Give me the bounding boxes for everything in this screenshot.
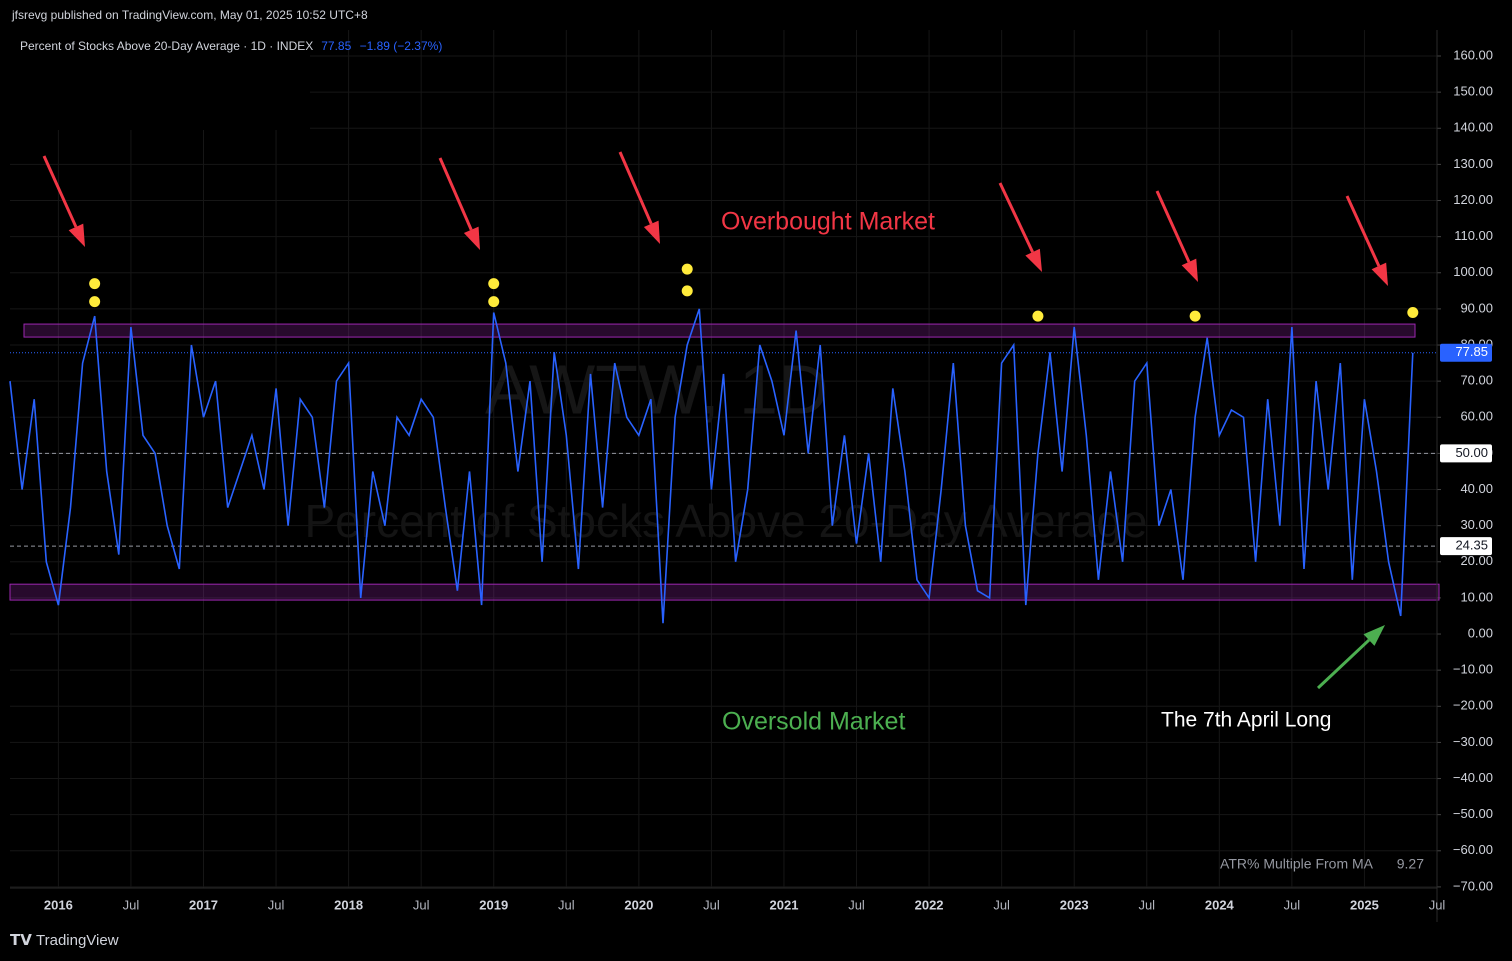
x-tick-label: 2022 <box>915 897 944 912</box>
arrow <box>42 155 78 228</box>
price-tag <box>1440 537 1492 556</box>
y-tick-label: −70.00 <box>1453 878 1493 893</box>
marker-dot <box>1189 310 1201 322</box>
annotation: Oversold Market <box>722 708 905 736</box>
x-tick-label: 2025 <box>1350 897 1379 912</box>
arrow <box>1345 195 1381 267</box>
brand-logo: 𝗧𝗩 <box>10 932 32 949</box>
overlay: 160.00 150.00 140.00 130.00 120.00 110.00 100.… <box>42 47 1493 912</box>
y-tick-label: −20.00 <box>1453 698 1493 713</box>
y-tick-label: 160.00 <box>1453 47 1493 62</box>
price-tag-label: 50.00 <box>1455 445 1488 460</box>
y-tick-label: 110.00 <box>1454 228 1493 243</box>
x-tick-label: 2018 <box>334 897 363 912</box>
legend-backdrop <box>10 30 310 130</box>
arrow <box>618 151 653 225</box>
annotation: The 7th April Long <box>1161 709 1331 732</box>
marker-dot <box>681 263 693 275</box>
legend-value: 77.85 <box>321 39 351 53</box>
marker-dot <box>89 296 101 308</box>
y-tick-label: 140.00 <box>1453 120 1493 135</box>
x-tick-label: Jul <box>703 897 720 912</box>
series-line <box>9 308 1414 624</box>
marker-dot <box>1032 310 1044 322</box>
footer <box>0 923 1512 961</box>
price-tag-label: 24.35 <box>1455 538 1488 553</box>
y-tick-label: 150.00 <box>1453 84 1493 99</box>
x-tick-label: Jul <box>1138 897 1155 912</box>
marker-dot <box>488 296 500 308</box>
x-tick-label: Jul <box>268 897 285 912</box>
y-tick-label: 100.00 <box>1453 264 1493 279</box>
price-tag <box>1440 444 1492 463</box>
price-tag <box>1440 343 1492 362</box>
arrow-head <box>1025 248 1042 272</box>
x-tick-label: Jul <box>848 897 865 912</box>
y-tick-label: 30.00 <box>1460 517 1493 532</box>
y-tick-label: 60.00 <box>1460 409 1493 424</box>
arrow-head <box>1181 258 1198 282</box>
y-tick-label: −50.00 <box>1453 806 1493 821</box>
price-tag-label: 77.85 <box>1455 344 1488 359</box>
indicator-value: 9.27 <box>1397 856 1424 872</box>
arrow-head <box>68 223 85 247</box>
y-tick-label: 20.00 <box>1460 553 1493 568</box>
x-tick-label: Jul <box>558 897 575 912</box>
arrow <box>1155 190 1191 263</box>
x-tick-label: 2021 <box>770 897 799 912</box>
y-tick-label: 90.00 <box>1460 300 1493 315</box>
marker-dot <box>488 278 500 290</box>
annotation: Overbought Market <box>721 208 935 236</box>
watermark: AWTW, 1D <box>485 350 829 428</box>
y-tick-label: −10.00 <box>1453 662 1493 677</box>
zone-band <box>23 323 1416 338</box>
legend-change: −1.89 (−2.37%) <box>360 39 443 53</box>
zone-band <box>9 583 1440 601</box>
arrow <box>438 157 473 231</box>
brand: TradingView <box>36 932 119 949</box>
arrow-head <box>643 220 660 244</box>
x-tick-label: 2016 <box>44 897 73 912</box>
legend-title: Percent of Stocks Above 20-Day Average ·… <box>20 39 313 53</box>
arrow-head <box>1363 625 1385 646</box>
x-tick-label: Jul <box>1429 897 1446 912</box>
arrow <box>1316 638 1371 690</box>
x-tick-label: Jul <box>413 897 430 912</box>
y-tick-label: 0.00 <box>1468 625 1493 640</box>
y-tick-label: −40.00 <box>1453 770 1493 785</box>
x-tick-label: 2017 <box>189 897 218 912</box>
x-tick-label: 2024 <box>1205 897 1235 912</box>
x-tick-label: Jul <box>1284 897 1301 912</box>
y-tick-label: −60.00 <box>1453 842 1493 857</box>
x-tick-label: Jul <box>993 897 1010 912</box>
arrow-head <box>463 226 480 250</box>
arrow-head <box>1371 262 1388 286</box>
publisher: jfsrevg published on TradingView.com, Ma… <box>11 8 368 22</box>
indicator-name: ATR% Multiple From MA <box>1220 856 1374 872</box>
y-tick-label: 10.00 <box>1460 589 1493 604</box>
y-tick-label: 40.00 <box>1460 481 1493 496</box>
plot <box>9 263 1440 624</box>
y-tick-label: −30.00 <box>1453 734 1493 749</box>
marker-dot <box>89 278 101 290</box>
x-tick-label: 2019 <box>479 897 508 912</box>
arrow <box>998 182 1034 253</box>
y-tick-label: 120.00 <box>1453 192 1493 207</box>
y-tick-label: 70.00 <box>1460 373 1493 388</box>
x-tick-label: 2023 <box>1060 897 1089 912</box>
x-tick-label: Jul <box>123 897 140 912</box>
grid <box>10 30 1441 888</box>
y-tick-label: 130.00 <box>1453 156 1493 171</box>
marker-dot <box>1407 307 1419 319</box>
x-tick-label: 2020 <box>624 897 653 912</box>
marker-dot <box>681 285 693 297</box>
